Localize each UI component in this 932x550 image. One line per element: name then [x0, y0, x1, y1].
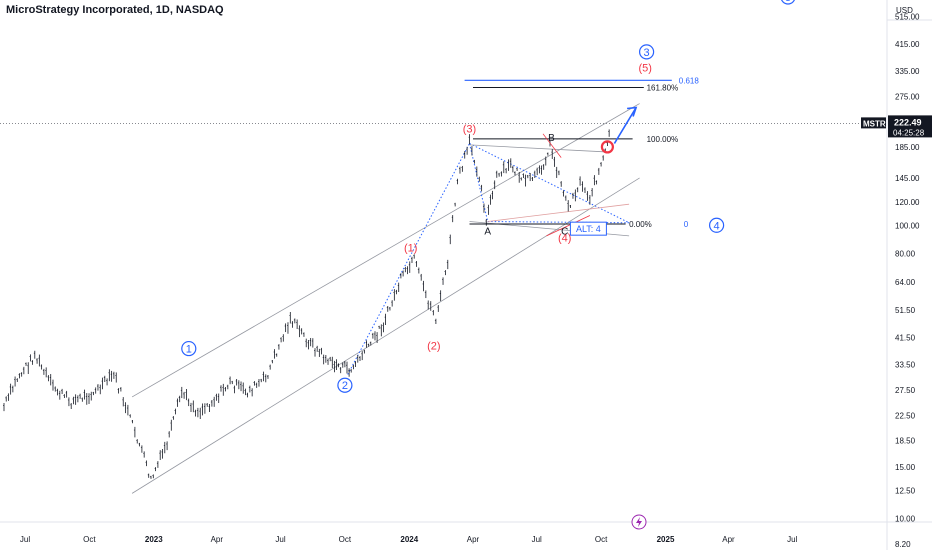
- wave-label: (4): [558, 232, 571, 244]
- alt-label: ALT: 4: [576, 224, 601, 234]
- time-tick-label: Oct: [83, 535, 96, 544]
- wave-label: (5): [638, 62, 651, 74]
- price-tick-label: 515.00: [895, 12, 920, 21]
- time-tick-label: 2024: [400, 535, 418, 544]
- wave-dotted-down: [469, 143, 489, 222]
- wedge-upper-line: [469, 144, 604, 153]
- currency-label: USD: [896, 6, 913, 15]
- price-tick-label: 275.00: [895, 92, 920, 101]
- red-segment: [542, 133, 562, 158]
- projection-arrow: [613, 107, 637, 144]
- breakout-circle: [600, 140, 615, 154]
- wave-label: (1): [404, 243, 417, 255]
- red-segment: [546, 215, 591, 237]
- price-tick-label: 12.50: [895, 486, 916, 495]
- wave-label: 2: [342, 380, 348, 392]
- wave-label: 3: [644, 47, 650, 59]
- price-tick-label: 185.00: [895, 143, 920, 152]
- time-tick-label: Apr: [722, 535, 735, 544]
- symbol-tag: [861, 117, 886, 129]
- price-tick-label: 41.50: [895, 333, 916, 342]
- price-tick-label: 415.00: [895, 40, 920, 49]
- time-tick-label: Apr: [467, 535, 480, 544]
- bar-countdown: 04:25:28: [893, 128, 925, 137]
- symbol-tag-text: MSTR: [863, 119, 886, 128]
- last-price-tag: [888, 115, 932, 138]
- projection-arrow-head: [627, 106, 638, 117]
- wave-label: 5: [785, 0, 791, 4]
- time-tick-label: Apr: [211, 535, 224, 544]
- alt-box: [569, 221, 607, 236]
- wave-circle: [181, 340, 197, 357]
- triangle-dotted-top: [469, 143, 630, 224]
- wave-label: 4: [714, 220, 720, 232]
- price-tick-label: 8.20: [895, 540, 911, 549]
- price-tick-label: 22.50: [895, 411, 916, 420]
- last-price-value: 222.49: [894, 117, 922, 127]
- time-tick-label: 2025: [657, 535, 675, 544]
- price-tick-label: 100.00: [895, 221, 920, 230]
- wave-label: C: [561, 226, 568, 237]
- time-tick-label: Oct: [595, 535, 608, 544]
- wave-label: (3): [463, 123, 476, 135]
- price-tick-label: 120.00: [895, 198, 920, 207]
- fib-label: 100.00%: [647, 135, 679, 144]
- time-tick-label: Jul: [275, 535, 285, 544]
- time-tick-label: Jul: [787, 535, 797, 544]
- wave-dotted-up: [347, 143, 470, 375]
- price-tick-label: 51.50: [895, 306, 916, 315]
- fib-label: 0.00%: [629, 220, 652, 229]
- fib-label: 161.80%: [647, 83, 679, 92]
- channel-upper-line: [131, 103, 640, 398]
- wedge-red-line: [487, 203, 630, 222]
- price-tick-label: 33.50: [895, 361, 916, 370]
- wave-label: A: [484, 226, 491, 237]
- price-tick-label: 145.00: [895, 174, 920, 183]
- wave-circle: [708, 217, 725, 233]
- price-tick-label: 80.00: [895, 250, 916, 259]
- chart-title: MicroStrategy Incorporated, 1D, NASDAQ: [6, 4, 224, 16]
- lightning-glyph: [636, 517, 642, 527]
- wave-circle: [337, 377, 353, 393]
- time-tick-label: Jul: [532, 535, 542, 544]
- time-tick-label: Jul: [20, 535, 30, 544]
- channel-lower-line: [131, 177, 640, 494]
- wave-label: (2): [427, 340, 440, 352]
- wave-circle: [638, 44, 655, 60]
- time-tick-label: Oct: [339, 535, 352, 544]
- price-tick-label: 15.00: [895, 463, 916, 472]
- price-tick-label: 64.00: [895, 278, 916, 287]
- wave-label: B: [548, 133, 555, 144]
- time-tick-label: 2023: [145, 535, 163, 544]
- triangle-dotted-bottom: [487, 221, 630, 224]
- projection-label: 0.618: [679, 76, 700, 85]
- wave-circle: [781, 0, 795, 5]
- price-tick-label: 27.50: [895, 386, 916, 395]
- price-tick-label: 10.00: [895, 515, 916, 524]
- projection-label: 0: [684, 220, 689, 229]
- wave-label: 1: [186, 344, 192, 356]
- price-tick-label: 335.00: [895, 67, 920, 76]
- price-tick-label: 18.50: [895, 436, 916, 445]
